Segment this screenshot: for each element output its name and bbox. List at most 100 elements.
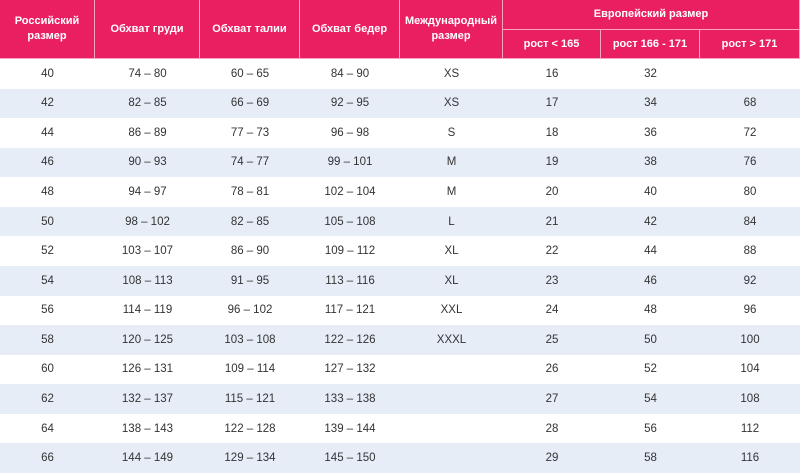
table-cell: 38 — [601, 147, 700, 178]
table-cell: 40 — [644, 186, 657, 199]
table-cell: 82 – 85 — [95, 88, 200, 119]
table-cell: 144 – 149 — [95, 443, 200, 473]
table-cell: 48 — [41, 186, 54, 199]
table-cell — [700, 59, 800, 89]
subcolumn-header: рост > 171 — [700, 30, 800, 59]
table-cell: 108 — [700, 384, 800, 414]
table-cell: 50 — [0, 206, 95, 237]
table-cell: 116 — [700, 443, 800, 473]
table-cell: 42 — [601, 206, 700, 237]
table-cell: 52 — [644, 363, 657, 376]
table-cell: 21 — [503, 206, 601, 237]
table-cell: 60 – 65 — [230, 67, 270, 80]
group-header: Европейский размер — [503, 0, 800, 30]
table-cell: 109 – 114 — [224, 363, 276, 376]
table-cell: S — [447, 126, 456, 139]
table-cell: 139 – 144 — [324, 422, 376, 435]
table-cell: 98 – 102 — [95, 206, 200, 237]
table-cell: 112 — [740, 422, 760, 435]
table-cell: 96 — [743, 304, 757, 317]
table-cell — [400, 355, 503, 385]
table-cell: 76 — [700, 147, 800, 178]
table-cell: 117 – 121 — [324, 304, 376, 317]
table-cell: 84 – 90 — [330, 67, 370, 80]
table-cell: 26 — [545, 363, 559, 376]
table-cell: 96 – 98 — [330, 126, 370, 139]
table-cell: 62 — [0, 384, 95, 414]
table-cell: 86 – 89 — [128, 126, 167, 139]
column-header: Международный размер — [400, 0, 503, 59]
table-cell: 18 — [545, 126, 559, 139]
table-cell: 113 – 116 — [300, 265, 400, 296]
table-cell: 36 — [644, 126, 657, 139]
table-cell: 16 — [545, 67, 559, 80]
table-cell: 132 – 137 — [95, 384, 200, 414]
table-cell: 54 — [601, 384, 700, 414]
table-cell: XL — [400, 265, 503, 296]
table-cell: 17 — [503, 88, 601, 119]
table-cell: 58 — [601, 443, 700, 473]
table-cell: 58 — [0, 325, 95, 355]
table-cell: 48 — [644, 304, 657, 317]
table-cell: 122 – 126 — [300, 325, 400, 355]
table-cell: 34 — [601, 88, 700, 119]
table-cell: 109 – 112 — [324, 245, 376, 258]
table-cell: 32 — [644, 67, 657, 80]
table-cell: 104 — [740, 363, 760, 376]
table-cell: L — [400, 206, 503, 237]
table-cell: 66 — [0, 443, 95, 473]
table-cell: 28 — [545, 422, 559, 435]
table-cell: 91 – 95 — [200, 265, 300, 296]
table-cell: M — [400, 147, 503, 178]
table-cell: 64 — [41, 422, 54, 435]
table-cell: XS — [443, 67, 460, 80]
table-cell: 72 — [743, 126, 757, 139]
table-cell: 129 – 134 — [200, 443, 300, 473]
table-cell: 42 — [0, 88, 95, 119]
table-cell: XXXL — [400, 325, 503, 355]
table-cell: 80 — [743, 186, 757, 199]
table-cell: 78 – 81 — [230, 186, 270, 199]
table-cell: 96 – 102 — [227, 304, 273, 317]
table-cell: 103 – 107 — [121, 245, 174, 258]
subcolumn-header: рост 166 - 171 — [601, 30, 700, 59]
column-header: Российский размер — [0, 0, 95, 59]
table-cell: 20 — [545, 186, 559, 199]
table-cell: 22 — [545, 245, 559, 258]
table-cell: 19 — [503, 147, 601, 178]
table-cell: 92 — [700, 265, 800, 296]
table-cell: 74 – 80 — [128, 67, 167, 80]
table-cell: 66 – 69 — [200, 88, 300, 119]
table-cell: 84 — [700, 206, 800, 237]
subcolumn-header: рост < 165 — [503, 30, 601, 59]
table-cell: 50 — [601, 325, 700, 355]
table-cell: 77 – 73 — [230, 126, 270, 139]
table-cell: 23 — [503, 265, 601, 296]
table-cell: XS — [400, 88, 503, 119]
table-cell: 145 – 150 — [300, 443, 400, 473]
column-header: Обхват талии — [200, 0, 300, 59]
table-cell: 120 – 125 — [95, 325, 200, 355]
table-cell — [400, 443, 503, 473]
table-cell: 40 — [41, 67, 54, 80]
table-cell: 99 – 101 — [300, 147, 400, 178]
table-cell: 74 – 77 — [200, 147, 300, 178]
table-cell: 68 — [700, 88, 800, 119]
table-cell: 56 — [644, 422, 657, 435]
table-cell: 25 — [503, 325, 601, 355]
table-cell: XL — [444, 245, 459, 258]
table-cell: 82 – 85 — [200, 206, 300, 237]
table-cell: 126 – 131 — [121, 363, 174, 376]
table-cell: XXL — [440, 304, 463, 317]
table-cell: 100 — [700, 325, 800, 355]
table-cell: 46 — [0, 147, 95, 178]
table-cell: 114 – 119 — [122, 304, 173, 317]
table-cell: 29 — [503, 443, 601, 473]
column-header: Обхват бедер — [300, 0, 400, 59]
table-cell: 24 — [545, 304, 559, 317]
table-cell: 105 – 108 — [300, 206, 400, 237]
table-cell: 94 – 97 — [128, 186, 167, 199]
table-cell: M — [446, 186, 457, 199]
